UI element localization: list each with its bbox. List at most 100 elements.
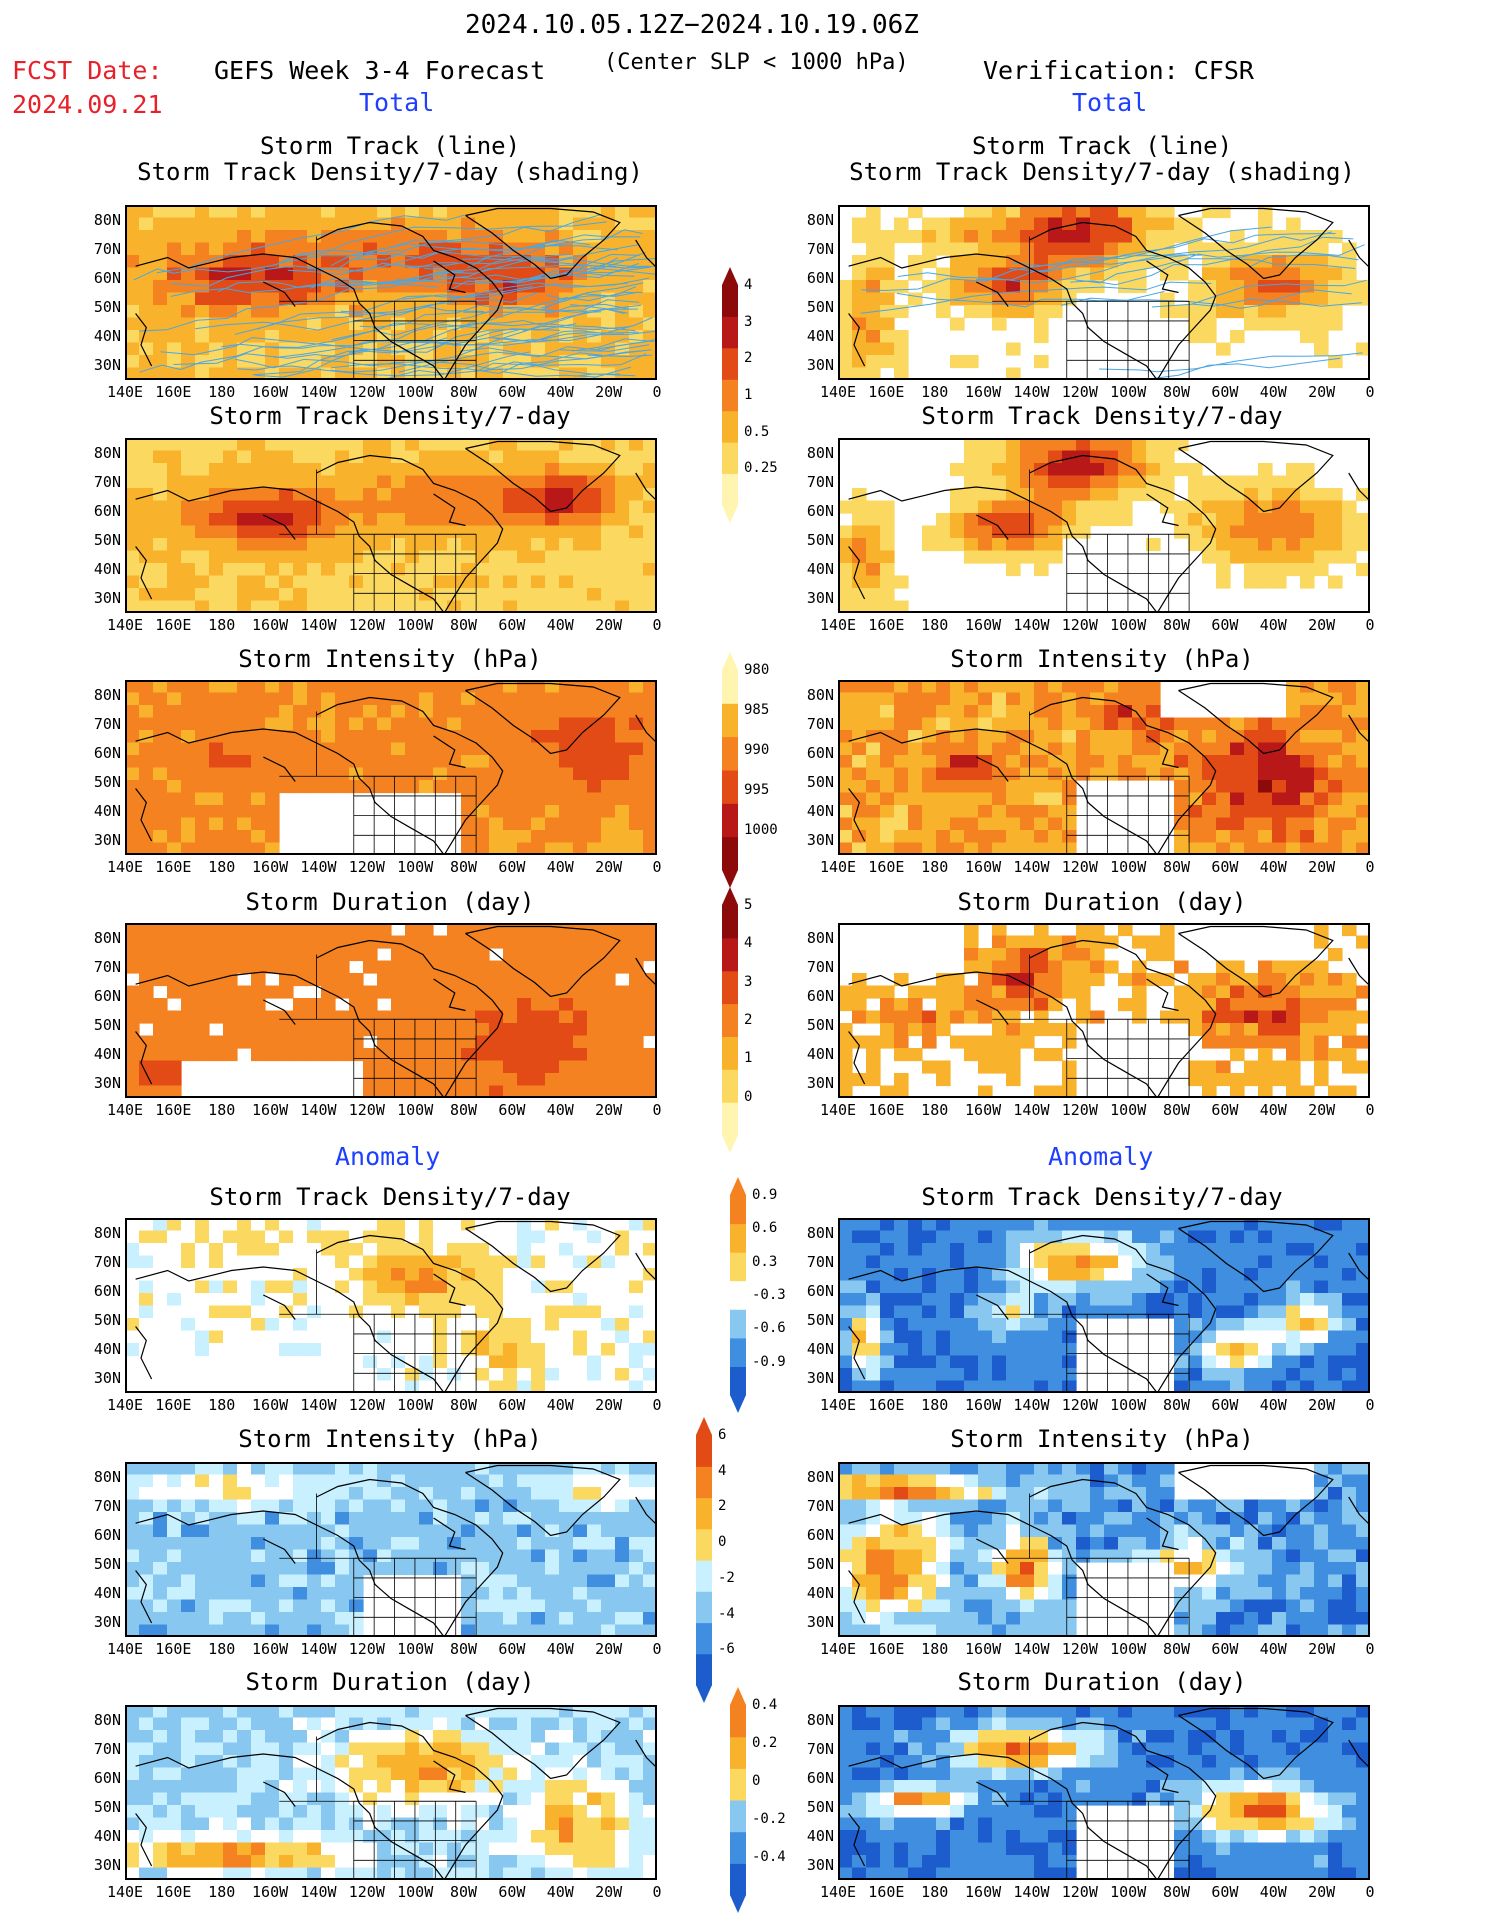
- panel-density-right-lat-label: 30N: [806, 589, 834, 607]
- panel-duration-anom-right: [838, 1705, 1370, 1880]
- colorbar-duration-total-label: 1: [744, 1050, 753, 1067]
- panel-density-anom-left-lat-label: 40N: [93, 1340, 121, 1358]
- verification-label: Verification: CFSR: [983, 56, 1254, 85]
- panel-density-right-lon-label: 120W: [1061, 616, 1098, 634]
- panel-track-left-lon-label: 140E: [106, 383, 144, 401]
- panel-intensity-anom-right-lat-label: 40N: [806, 1584, 834, 1602]
- panel-intensity-right-lon-label: 20W: [1308, 858, 1336, 876]
- colorbar-density-total-label: 4: [744, 277, 753, 293]
- colorbar-density-anom-label: 0.6: [752, 1220, 778, 1237]
- panel-track-right-lon-label: 0: [1365, 383, 1375, 401]
- title-density-anom-right: Storm Track Density/7-day: [921, 1183, 1283, 1211]
- panel-track-left-lon-label: 160W: [252, 383, 289, 401]
- panel-track-left-lat-label: 30N: [93, 356, 121, 374]
- colorbar-duration-total-label: 2: [744, 1012, 753, 1028]
- panel-duration-right-lat-label: 40N: [806, 1045, 834, 1063]
- panel-duration-right-lat-label: 70N: [806, 958, 834, 976]
- colorbar-density-total-label: 2: [744, 350, 753, 367]
- panel-duration-left-lon-label: 120W: [348, 1101, 385, 1119]
- panel-density-anom-left-lon-label: 0: [652, 1396, 662, 1414]
- panel-duration-anom-left-lon-label: 140W: [300, 1883, 337, 1901]
- colorbar-intensity-anom-label: -4: [718, 1605, 735, 1622]
- panel-duration-left-lat-label: 80N: [93, 929, 121, 947]
- panel-intensity-right-lon-label: 160W: [965, 858, 1002, 876]
- colorbar-density-anom-label: 0.3: [752, 1253, 778, 1270]
- panel-intensity-left-lat-label: 30N: [93, 831, 121, 849]
- colorbar-density-total-label: 0.25: [744, 460, 778, 477]
- panel-density-right-map: [838, 438, 1370, 613]
- panel-duration-left-lon-label: 40W: [546, 1101, 574, 1119]
- colorbar-density-total-label: 1: [744, 387, 753, 403]
- colorbar-intensity-anom-label: 0: [718, 1534, 727, 1551]
- colorbar-duration-anom-label: -0.4: [752, 1849, 786, 1865]
- panel-duration-right-lon-label: 100W: [1110, 1101, 1147, 1119]
- panel-density-anom-left-map: [125, 1218, 657, 1393]
- panel-duration-anom-right-lat-label: 30N: [806, 1856, 834, 1874]
- panel-density-right-lon-label: 80W: [1162, 616, 1191, 634]
- panel-density-right-lon-label: 140W: [1013, 616, 1050, 634]
- panel-density-right-lat-label: 70N: [806, 473, 834, 491]
- panel-duration-right-lon-label: 0: [1365, 1101, 1375, 1119]
- panel-density-right-lon-label: 160W: [965, 616, 1002, 634]
- panel-track-left-lon-label: 60W: [498, 383, 526, 401]
- colorbar-intensity-total-label: 995: [744, 782, 770, 798]
- panel-duration-anom-left: [125, 1705, 657, 1880]
- panel-intensity-anom-left-lon-label: 120W: [348, 1640, 385, 1658]
- colorbar-intensity-total: [722, 652, 738, 888]
- panel-duration-right-lat-label: 50N: [806, 1016, 834, 1034]
- panel-density-anom-right-lat-label: 40N: [806, 1340, 834, 1358]
- panel-duration-left-lon-label: 60W: [498, 1101, 526, 1119]
- colorbar-duration-total-label: 4: [744, 935, 753, 952]
- panel-density-anom-right: [838, 1218, 1370, 1393]
- panel-intensity-anom-right: [838, 1462, 1370, 1637]
- panel-intensity-left-lon-label: 140W: [300, 858, 337, 876]
- panel-intensity-anom-left-lon-label: 40W: [546, 1640, 574, 1658]
- panel-duration-left-lon-label: 180: [208, 1101, 236, 1119]
- title-duration-left: Storm Duration (day): [245, 888, 535, 916]
- panel-intensity-left-lat-label: 70N: [93, 715, 121, 733]
- title-duration-anom-left: Storm Duration (day): [245, 1668, 535, 1696]
- panel-density-anom-left-lon-label: 100W: [397, 1396, 434, 1414]
- panel-duration-left-lon-label: 100W: [397, 1101, 434, 1119]
- panel-density-anom-right-lat-label: 50N: [806, 1311, 834, 1329]
- panel-duration-anom-right-lat-label: 70N: [806, 1740, 834, 1758]
- panel-intensity-anom-left-lat-label: 60N: [93, 1526, 121, 1544]
- panel-density-anom-left-lat-label: 60N: [93, 1282, 121, 1300]
- panel-track-right-lon-label: 100W: [1110, 383, 1147, 401]
- panel-intensity-right-lon-label: 80W: [1162, 858, 1191, 876]
- panel-intensity-anom-left-lon-label: 80W: [449, 1640, 478, 1658]
- panel-duration-anom-left-lon-label: 0: [652, 1883, 662, 1901]
- panel-density-left-lon-label: 60W: [498, 616, 526, 634]
- panel-density-anom-right-lon-label: 140E: [819, 1396, 857, 1414]
- panel-density-anom-right-map: [838, 1218, 1370, 1393]
- panel-duration-anom-left-lon-label: 100W: [397, 1883, 434, 1901]
- panel-density-anom-left-lat-label: 50N: [93, 1311, 121, 1329]
- panel-intensity-right-lat-label: 70N: [806, 715, 834, 733]
- panel-density-anom-right-lon-label: 180: [921, 1396, 949, 1414]
- panel-duration-anom-right-lon-label: 180: [921, 1883, 949, 1901]
- panel-density-anom-left: [125, 1218, 657, 1393]
- panel-duration-right-map: [838, 923, 1370, 1098]
- panel-intensity-right-lat-label: 50N: [806, 773, 834, 791]
- panel-intensity-anom-right-lon-label: 20W: [1308, 1640, 1336, 1658]
- panel-track-right-map: [838, 205, 1370, 380]
- panel-intensity-left-lon-label: 120W: [348, 858, 385, 876]
- panel-intensity-right-lat-label: 40N: [806, 802, 834, 820]
- panel-density-anom-left-lat-label: 80N: [93, 1224, 121, 1242]
- panel-duration-right-lat-label: 80N: [806, 929, 834, 947]
- section-anomaly-right: Anomaly: [1048, 1142, 1154, 1171]
- panel-density-left-lat-label: 50N: [93, 531, 121, 549]
- panel-density-left-lon-label: 80W: [449, 616, 478, 634]
- panel-density-anom-left-lon-label: 160E: [155, 1396, 192, 1414]
- panel-intensity-anom-right-lon-label: 40W: [1259, 1640, 1287, 1658]
- title-density-right: Storm Track Density/7-day: [921, 402, 1283, 430]
- colorbar-density-anom-label: -0.3: [752, 1287, 786, 1303]
- panel-intensity-anom-right-lat-label: 80N: [806, 1468, 834, 1486]
- panel-intensity-right-lon-label: 60W: [1211, 858, 1239, 876]
- panel-duration-left-lon-label: 0: [652, 1101, 662, 1119]
- colorbar-intensity-total-label: 980: [744, 662, 770, 678]
- section-anomaly-left: Anomaly: [335, 1142, 441, 1171]
- panel-intensity-left-lat-label: 50N: [93, 773, 121, 791]
- colorbar-intensity-total-label: 990: [744, 742, 770, 758]
- colorbar-intensity-total-label: 1000: [744, 822, 778, 838]
